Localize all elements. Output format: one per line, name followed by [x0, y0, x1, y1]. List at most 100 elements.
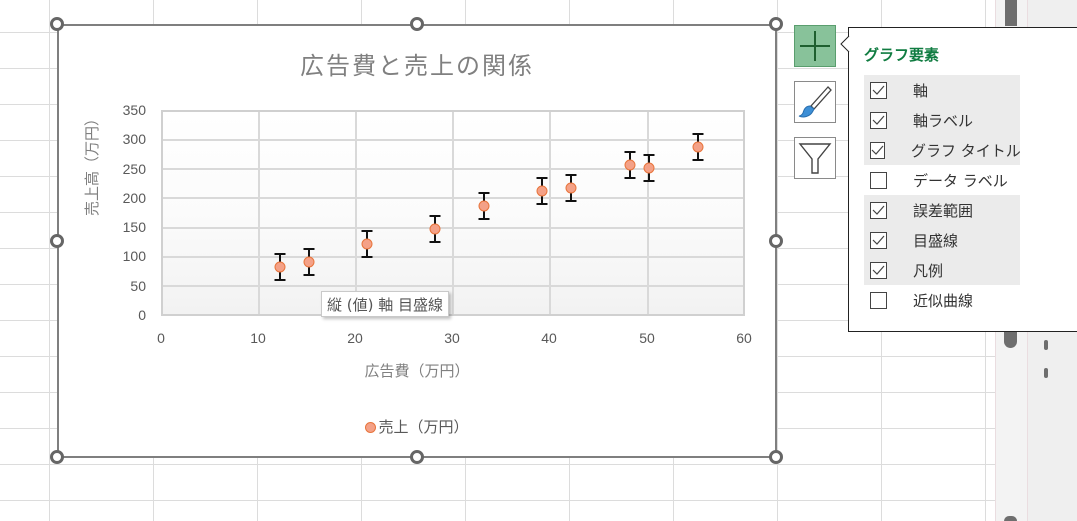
option-label: 軸ラベル: [913, 111, 974, 130]
x-axis-title[interactable]: 広告費（万円）: [364, 362, 470, 380]
checkbox-gridlines[interactable]: [870, 231, 887, 249]
option-label: 凡例: [913, 261, 944, 280]
horizontal-gridline[interactable]: [163, 139, 743, 141]
resize-handle-top-left[interactable]: [50, 17, 64, 31]
checkmark-icon: [872, 265, 885, 275]
error-bar-cap: [565, 200, 577, 202]
horizontal-gridline[interactable]: [163, 227, 743, 229]
checkbox-chart-title[interactable]: [870, 141, 885, 159]
paintbrush-icon: [798, 86, 832, 118]
x-tick-label: 0: [157, 330, 165, 346]
resize-handle-bottom[interactable]: [410, 450, 424, 464]
error-bar-cap: [624, 177, 636, 179]
chart-legend[interactable]: 売上（万円）: [59, 416, 775, 437]
option-label: データ ラベル: [913, 171, 1008, 190]
error-bar-cap: [303, 248, 315, 250]
chart-filters-button[interactable]: [794, 137, 836, 179]
data-point[interactable]: [565, 182, 577, 194]
element-option-axis-titles[interactable]: 軸ラベル: [864, 105, 1020, 135]
x-tick-label: 30: [444, 330, 460, 346]
chart-styles-button[interactable]: [794, 81, 836, 123]
legend-marker-icon: [365, 422, 377, 433]
plot-area[interactable]: [161, 110, 745, 316]
data-point[interactable]: [643, 162, 655, 174]
column-divider: [777, 0, 778, 521]
element-option-legend[interactable]: 凡例: [864, 255, 1020, 285]
y-tick-label: 150: [122, 219, 146, 235]
data-point[interactable]: [429, 223, 441, 235]
error-bar-cap: [303, 274, 315, 276]
y-tick-label: 200: [122, 190, 146, 206]
option-label: 軸: [913, 81, 929, 100]
legend-label: 売上（万円）: [378, 418, 469, 436]
error-bar-cap: [692, 159, 704, 161]
vertical-gridline: [647, 112, 649, 314]
y-tick-label: 100: [122, 248, 146, 264]
option-label: 目盛線: [913, 231, 959, 250]
filter-funnel-icon: [798, 143, 832, 174]
checkmark-icon: [871, 145, 884, 155]
horizontal-gridline[interactable]: [163, 285, 743, 287]
pane-handle[interactable]: [1044, 340, 1048, 350]
vertical-gridline: [258, 112, 260, 314]
resize-handle-bottom-left[interactable]: [50, 450, 64, 464]
checkbox-axis-titles[interactable]: [870, 111, 887, 129]
error-bar-cap: [536, 203, 548, 205]
horizontal-gridline[interactable]: [163, 168, 743, 170]
y-tick-label: 50: [130, 278, 146, 294]
element-option-data-labels[interactable]: データ ラベル: [864, 165, 1020, 195]
data-point[interactable]: [624, 159, 636, 171]
element-option-chart-title[interactable]: グラフ タイトル: [864, 135, 1021, 165]
chart-title[interactable]: 広告費と売上の関係: [300, 52, 534, 80]
resize-handle-left[interactable]: [50, 234, 64, 248]
resize-handle-top[interactable]: [410, 17, 424, 31]
resize-handle-right[interactable]: [769, 234, 783, 248]
row-divider: [0, 500, 995, 501]
element-option-gridlines[interactable]: 目盛線: [864, 225, 1020, 255]
option-label: 近似曲線: [913, 291, 974, 310]
checkmark-icon: [872, 115, 885, 125]
chart-elements-list: 軸 軸ラベル グラフ タイトル データ ラベル 誤差範囲: [864, 75, 1021, 315]
checkmark-icon: [872, 85, 885, 95]
checkbox-axes[interactable]: [870, 81, 887, 99]
y-tick-label: 0: [138, 307, 146, 323]
plus-icon: [800, 31, 830, 61]
checkbox-trendline[interactable]: [870, 291, 887, 309]
pane-handle[interactable]: [1044, 368, 1048, 378]
chart-elements-button[interactable]: [794, 25, 836, 67]
error-bar-cap: [429, 215, 441, 217]
error-bar-cap: [478, 218, 490, 220]
data-point[interactable]: [361, 238, 373, 250]
scrollbar-thumb[interactable]: [1005, 0, 1017, 26]
vertical-gridline: [452, 112, 454, 314]
element-option-trendline[interactable]: 近似曲線: [864, 285, 1020, 315]
element-option-error-bars[interactable]: 誤差範囲: [864, 195, 1020, 225]
y-tick-label: 250: [122, 161, 146, 177]
data-point[interactable]: [536, 185, 548, 197]
x-tick-label: 40: [541, 330, 557, 346]
error-bar-cap: [536, 177, 548, 179]
vertical-gridline: [355, 112, 357, 314]
horizontal-gridline[interactable]: [163, 256, 743, 258]
checkbox-data-labels[interactable]: [870, 171, 887, 189]
scatter-chart[interactable]: 広告費と売上の関係 売上高（万円） 350 300 250 200 150 10…: [57, 24, 777, 458]
chart-elements-panel: グラフ要素 軸 軸ラベル グラフ タイトル データ ラベル: [848, 27, 1077, 332]
data-point[interactable]: [274, 261, 286, 273]
horizontal-gridline[interactable]: [163, 197, 743, 199]
scrollbar-thumb[interactable]: [1004, 332, 1017, 348]
resize-handle-bottom-right[interactable]: [769, 450, 783, 464]
error-bar-cap: [361, 256, 373, 258]
resize-handle-top-right[interactable]: [769, 17, 783, 31]
data-point[interactable]: [692, 141, 704, 153]
checkbox-legend[interactable]: [870, 261, 887, 279]
y-axis-title[interactable]: 売上高（万円）: [83, 110, 101, 216]
scrollbar-thumb[interactable]: [1004, 516, 1017, 521]
data-point[interactable]: [478, 200, 490, 212]
column-divider: [49, 0, 50, 521]
data-point[interactable]: [303, 256, 315, 268]
checkbox-error-bars[interactable]: [870, 201, 887, 219]
element-option-axes[interactable]: 軸: [864, 75, 1020, 105]
error-bar-cap: [624, 151, 636, 153]
y-tick-label: 350: [122, 102, 146, 118]
option-label: 誤差範囲: [913, 201, 974, 220]
